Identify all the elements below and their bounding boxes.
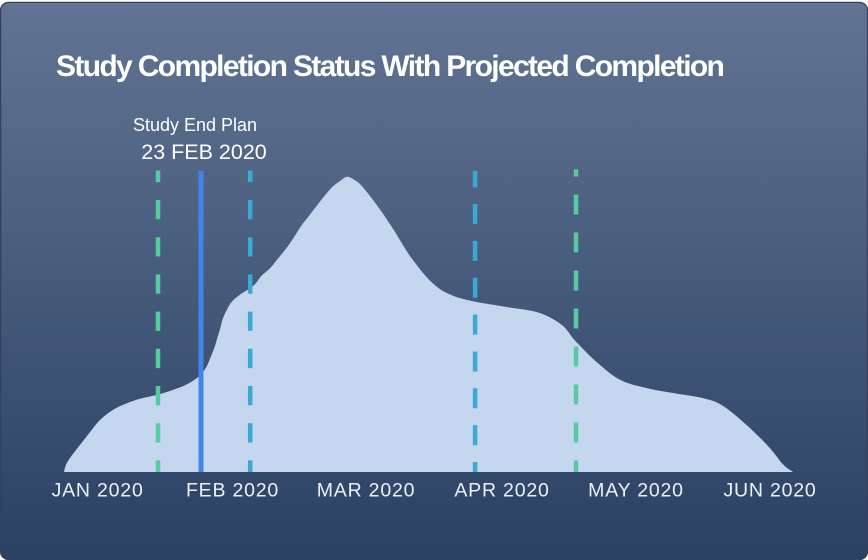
svg-text:JUN 2020: JUN 2020 (723, 479, 816, 501)
svg-text:MAR 2020: MAR 2020 (317, 479, 416, 501)
svg-text:Study End Plan: Study End Plan (133, 115, 257, 135)
svg-text:23 FEB 2020: 23 FEB 2020 (141, 140, 267, 164)
svg-text:Study Completion Status With P: Study Completion Status With Projected C… (56, 50, 724, 83)
svg-text:APR 2020: APR 2020 (454, 479, 549, 501)
svg-text:MAY 2020: MAY 2020 (588, 479, 684, 501)
svg-text:FEB 2020: FEB 2020 (186, 479, 279, 501)
svg-text:JAN 2020: JAN 2020 (52, 479, 144, 501)
